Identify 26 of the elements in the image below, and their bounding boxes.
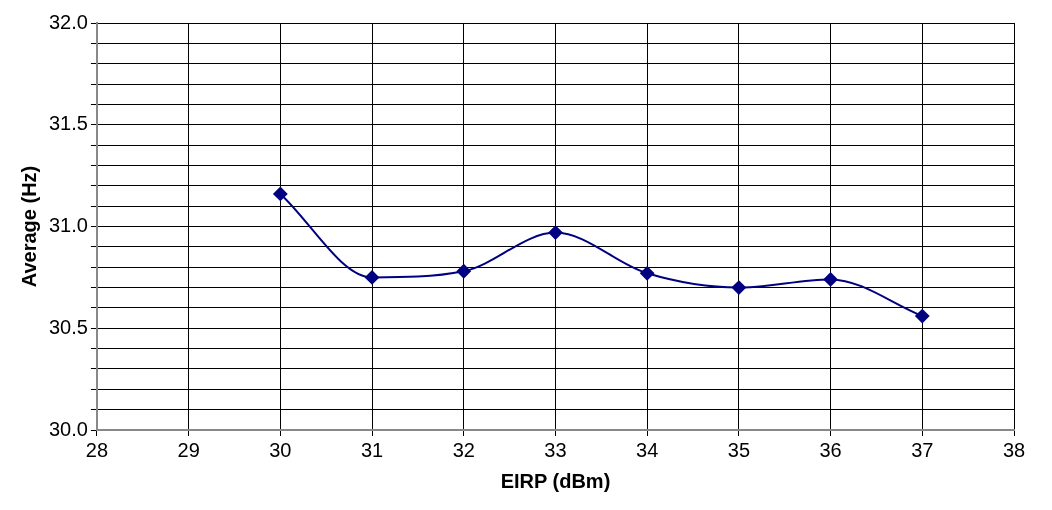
x-tick-label: 38 [1002, 438, 1026, 461]
y-tick-label: 30.0 [48, 417, 88, 440]
y-tick-label: 31.5 [48, 112, 88, 135]
y-tick-label: 32.0 [48, 10, 88, 33]
x-tick-label: 29 [177, 438, 200, 461]
y-axis-title: Average (Hz) [17, 165, 40, 288]
x-axis-title: EIRP (dBm) [500, 469, 611, 492]
point [456, 264, 471, 279]
point [915, 309, 930, 324]
point [273, 186, 288, 201]
point [640, 266, 655, 281]
x-tick-label: 35 [727, 438, 750, 461]
y-tick-label: 31.0 [48, 214, 88, 237]
x-tick-label: 37 [911, 438, 934, 461]
x-tick-label: 32 [452, 438, 475, 461]
x-tick-label: 33 [544, 438, 567, 461]
point [365, 270, 380, 285]
x-tick-label: 28 [85, 438, 109, 461]
point [823, 272, 838, 287]
x-tick-label: 30 [269, 438, 292, 461]
y-tick-label: 30.5 [48, 315, 88, 338]
point [548, 225, 563, 240]
x-tick-label: 36 [819, 438, 842, 461]
x-tick-label: 34 [636, 438, 659, 461]
point [731, 280, 746, 295]
x-tick-label: 31 [360, 438, 384, 461]
